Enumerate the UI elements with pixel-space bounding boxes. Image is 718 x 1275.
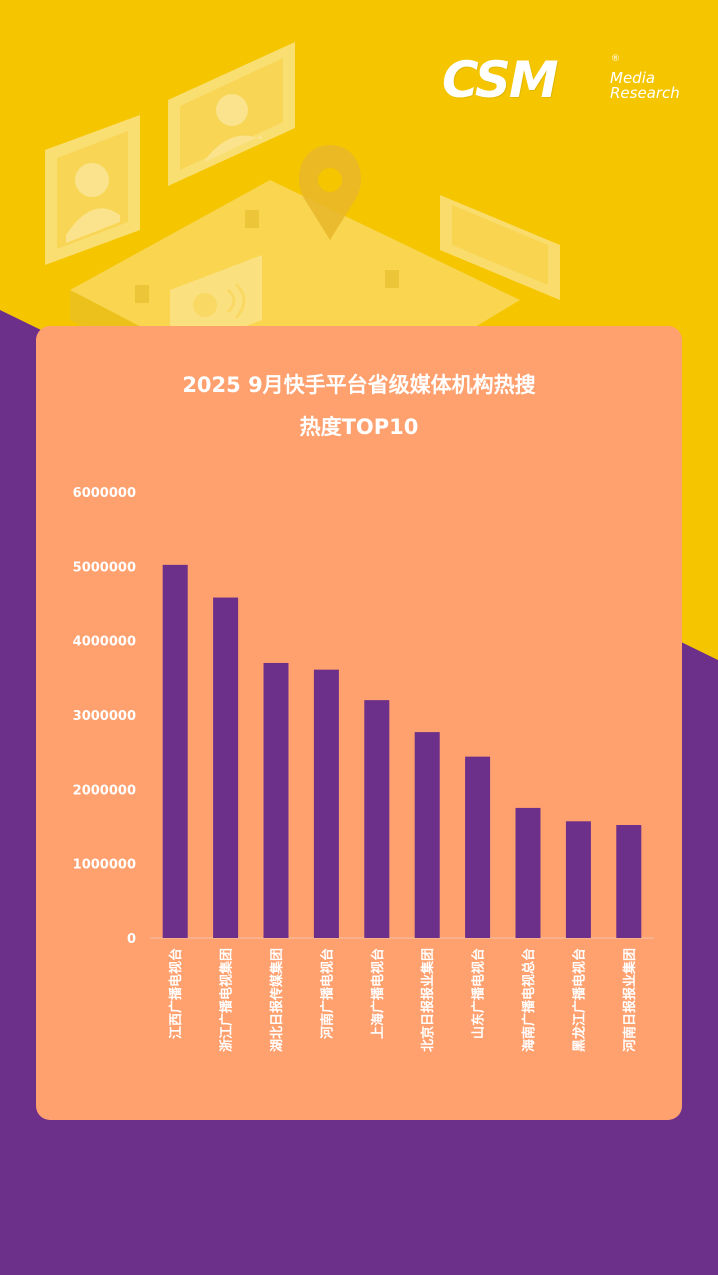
y-tick-label: 0 bbox=[127, 932, 136, 947]
x-tick-label: 北京日报报业集团 bbox=[420, 948, 436, 1052]
profile-card-icon bbox=[45, 115, 140, 265]
logo-media-text: Media bbox=[610, 69, 656, 87]
y-tick-label: 1000000 bbox=[73, 858, 136, 873]
y-tick-label: 6000000 bbox=[73, 486, 136, 501]
message-card-icon bbox=[440, 195, 560, 300]
bar bbox=[565, 821, 591, 938]
x-tick-label: 黑龙江广播电视台 bbox=[571, 948, 587, 1052]
bar bbox=[213, 597, 239, 938]
chart-title-line-1: 2025 9月快手平台省级媒体机构热搜 bbox=[182, 373, 536, 397]
logo-registered-mark: ® bbox=[611, 54, 620, 64]
y-tick-label: 3000000 bbox=[73, 709, 136, 724]
x-tick-label: 河南日报报业集团 bbox=[622, 948, 638, 1052]
bar bbox=[263, 662, 289, 938]
x-tick-label: 海南广播电视总台 bbox=[521, 948, 537, 1052]
bar bbox=[162, 564, 188, 938]
csm-logo: CSM ® Media Research bbox=[442, 52, 692, 112]
chart-title-line-2: 热度TOP10 bbox=[299, 415, 419, 439]
chart-card: 2025 9月快手平台省级媒体机构热搜 热度TOP10 0 1000000 2000… bbox=[36, 326, 682, 1120]
x-tick-label: 湖北日报传媒集团 bbox=[269, 948, 285, 1052]
map-pin-icon bbox=[298, 145, 362, 240]
x-tick-label: 浙江广播电视集团 bbox=[219, 948, 235, 1052]
bar bbox=[616, 825, 642, 938]
logo-research-text: Research bbox=[610, 84, 680, 102]
bar bbox=[364, 700, 390, 938]
profile-card-icon bbox=[168, 42, 295, 186]
bar-chart: 0 1000000 2000000 3000000 4000000 5000000 6000… bbox=[73, 486, 654, 1052]
logo-wordmark: CSM bbox=[442, 51, 559, 109]
x-tick-label: 山东广播电视台 bbox=[471, 948, 487, 1039]
y-tick-label: 2000000 bbox=[73, 783, 136, 798]
bar bbox=[313, 669, 339, 938]
x-tick-label: 河南广播电视台 bbox=[319, 948, 335, 1039]
bar bbox=[414, 732, 440, 938]
bar bbox=[515, 807, 541, 938]
y-tick-label: 5000000 bbox=[73, 560, 136, 575]
x-tick-label: 江西广播电视台 bbox=[168, 948, 184, 1039]
y-tick-label: 4000000 bbox=[73, 635, 136, 650]
bar bbox=[465, 756, 491, 938]
x-tick-label: 上海广播电视台 bbox=[370, 948, 386, 1039]
